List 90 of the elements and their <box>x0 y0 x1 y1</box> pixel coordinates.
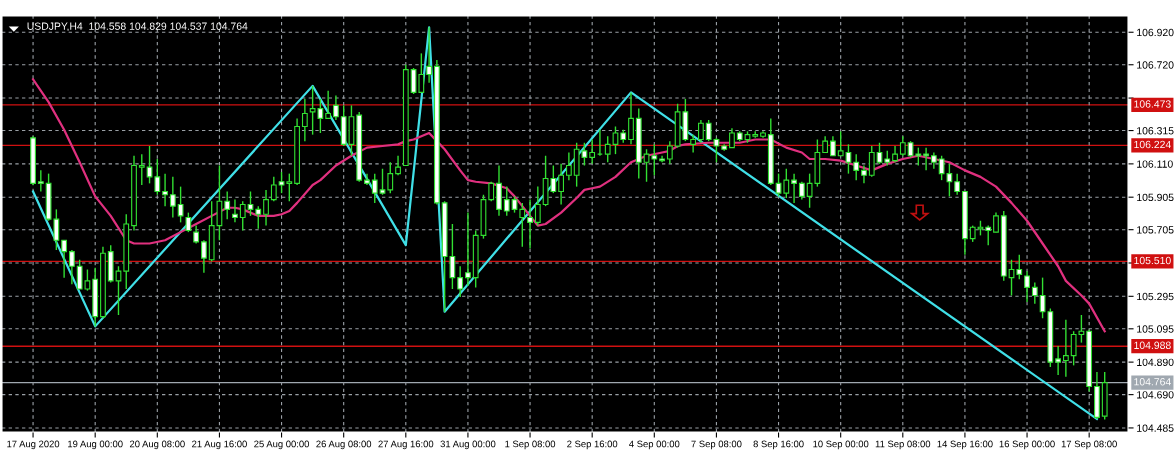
candlestick <box>558 163 565 206</box>
candlestick <box>534 185 541 227</box>
candlestick <box>729 127 735 149</box>
ref-line-label: 104.988 <box>1134 341 1171 349</box>
ref-line-label: 106.473 <box>1134 100 1171 108</box>
x-tick-label: 20 Aug 08:00 <box>129 440 185 450</box>
candlestick <box>333 94 339 121</box>
candlestick <box>853 153 860 181</box>
candlestick <box>1016 254 1023 280</box>
candlestick <box>589 138 596 165</box>
ref-line-label: 104.764 <box>1134 378 1171 386</box>
x-tick-label: 8 Sep 16:00 <box>753 440 804 450</box>
x-tick-label: 21 Aug 16:00 <box>192 440 247 450</box>
candlestick <box>465 211 471 287</box>
y-tick-label: 106.315 <box>1137 127 1174 135</box>
candlestick <box>1031 281 1038 305</box>
text: USDJPY,H4 104.558 104.829 104.537 104.764 <box>27 22 248 32</box>
y-tick-label: 105.705 <box>1137 226 1174 234</box>
ref-line-label: 106.224 <box>1134 140 1171 149</box>
x-tick-label: 17 Sep 08:00 <box>1061 440 1117 450</box>
ref-line-label: 105.510 <box>1134 256 1171 265</box>
y-tick-label: 105.905 <box>1137 193 1174 202</box>
x-tick-label: 14 Sep 16:00 <box>937 440 993 450</box>
candlestick <box>666 140 673 165</box>
candlestick <box>628 91 634 146</box>
x-tick-label: 26 Aug 08:00 <box>316 440 372 450</box>
candlestick <box>169 176 176 219</box>
candlestick <box>301 98 308 142</box>
x-tick-label: 1 Sep 08:00 <box>505 440 556 450</box>
candlestick <box>162 172 168 207</box>
candlestick <box>690 133 697 154</box>
x-tick-label: 10 Sep 00:00 <box>813 440 869 450</box>
line-series <box>31 78 1106 333</box>
candlestick <box>201 239 207 274</box>
x-tick-label: 4 Sep 00:00 <box>629 440 680 450</box>
candlestick <box>876 142 883 165</box>
candlestick <box>37 169 44 193</box>
candlestick <box>371 172 378 204</box>
x-tick-label: 2 Sep 16:00 <box>567 440 618 450</box>
candlestick <box>993 211 999 233</box>
y-tick-label: 104.485 <box>1137 424 1174 432</box>
candlestick <box>185 211 192 233</box>
candlestick <box>457 265 464 298</box>
candlestick <box>426 26 432 84</box>
x-tick-label: 27 Aug 16:00 <box>378 440 434 450</box>
candlestick <box>395 155 401 176</box>
candlestick <box>899 135 906 157</box>
candlestick <box>247 190 254 217</box>
candlestick <box>954 172 961 196</box>
candlestick <box>61 239 68 279</box>
candlestick <box>565 151 572 181</box>
candlestick <box>232 198 238 224</box>
x-tick-label: 17 Aug 2020 <box>7 440 60 450</box>
candlestick <box>503 185 510 217</box>
y-tick-label: 105.295 <box>1137 292 1174 301</box>
candlestick <box>255 205 262 230</box>
x-tick-label: 7 Sep 08:00 <box>691 440 742 450</box>
candlestick <box>177 185 184 224</box>
y-tick-label: 105.095 <box>1137 325 1174 333</box>
candlestick <box>69 249 75 285</box>
candlestick <box>868 145 875 178</box>
candlestick <box>115 265 122 316</box>
candlestick <box>923 146 929 172</box>
y-tick-label: 104.690 <box>1137 391 1174 399</box>
candlestick <box>985 224 992 246</box>
x-tick-label: 25 Aug 00:00 <box>254 440 310 450</box>
y-tick-label: 106.920 <box>1137 28 1174 37</box>
y-tick-label: 104.890 <box>1137 358 1174 366</box>
candlestick <box>488 181 495 202</box>
candlestick <box>527 198 533 250</box>
candlestick <box>1055 345 1061 376</box>
candlestick <box>1024 270 1030 303</box>
candlestick <box>224 190 231 220</box>
candlestick <box>387 161 394 194</box>
candlestick <box>138 153 145 186</box>
x-tick-label: 16 Sep 00:00 <box>999 440 1055 450</box>
candlestick <box>830 135 836 157</box>
y-tick-label: 106.110 <box>1137 160 1173 168</box>
x-tick-label: 19 Aug 00:00 <box>68 440 123 450</box>
x-tick-label: 11 Sep 08:00 <box>875 440 931 450</box>
x-tick-label: 31 Aug 00:00 <box>440 440 496 450</box>
candlestick <box>270 176 277 202</box>
candlestick <box>239 200 246 232</box>
candlestick <box>791 172 797 204</box>
candlestick <box>379 168 386 196</box>
candlestick <box>1062 319 1069 378</box>
candlestick <box>263 189 269 227</box>
candlestick <box>698 119 704 144</box>
y-tick-label: 106.720 <box>1137 61 1174 69</box>
candlestick <box>325 90 332 120</box>
